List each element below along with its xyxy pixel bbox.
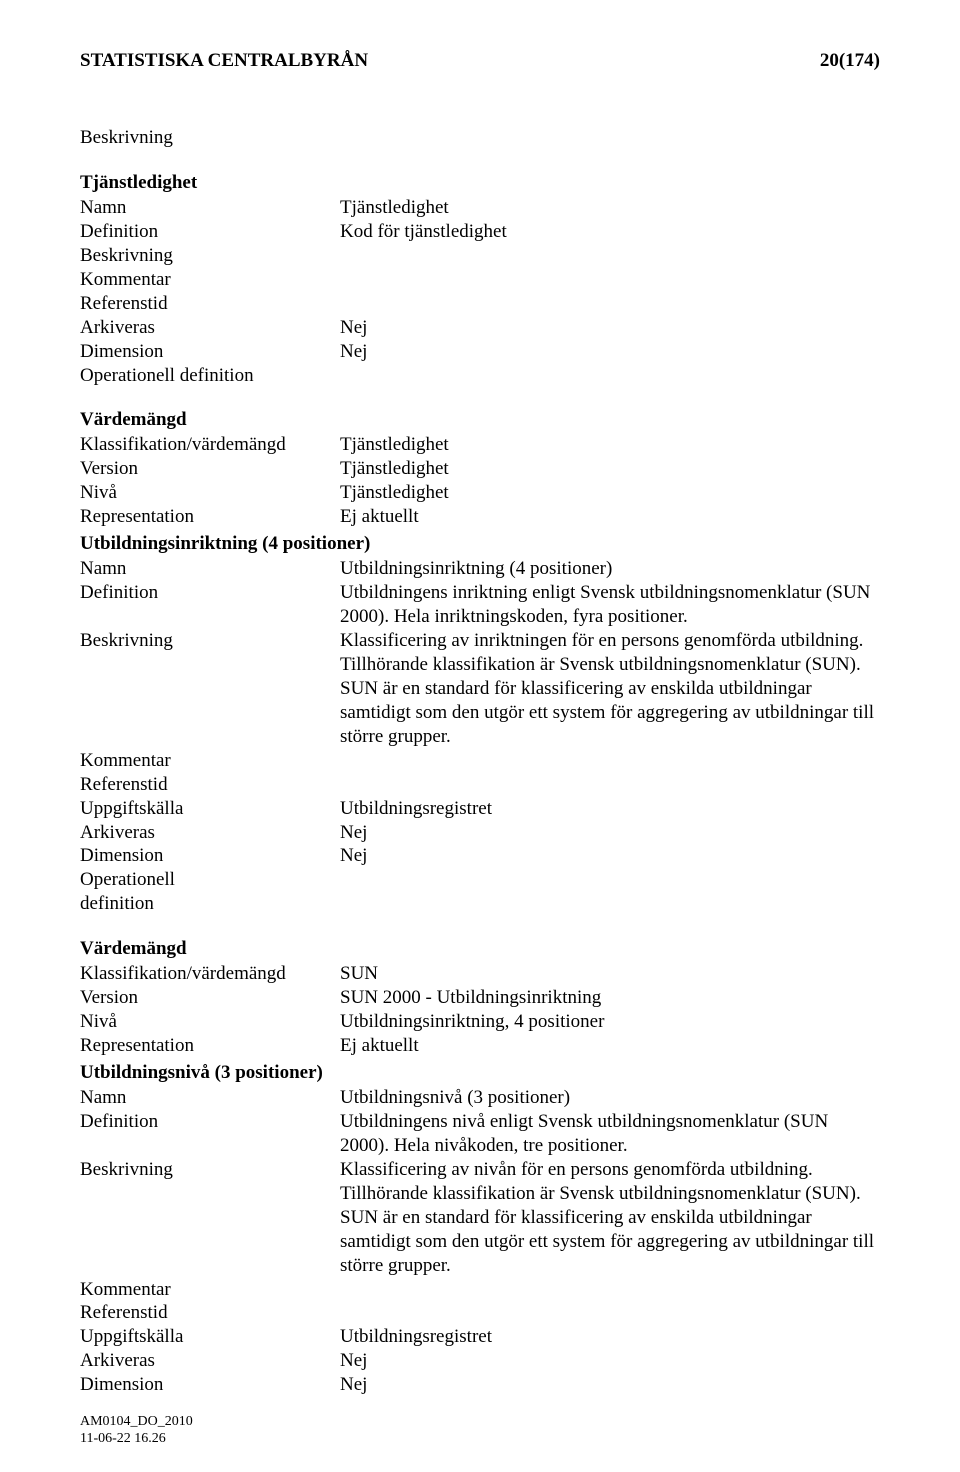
label: Kommentar [80, 749, 340, 773]
label: Representation [80, 505, 340, 529]
value: Nej [340, 821, 880, 845]
value [340, 364, 880, 388]
value: Utbildningsregistret [340, 797, 880, 821]
value: Klassificering av nivån för en persons g… [340, 1158, 880, 1278]
label: definition [80, 892, 340, 916]
label: Operationell definition [80, 364, 340, 388]
section-title: Utbildningsnivå (3 positioner) [80, 1062, 880, 1084]
label: Namn [80, 196, 340, 220]
value [340, 1301, 880, 1325]
label: Klassifikation/värdemängd [80, 433, 340, 457]
value: Klassificering av inriktningen för en pe… [340, 629, 880, 749]
page-number: 20(174) [820, 50, 880, 72]
label: Definition [80, 220, 340, 244]
label: Dimension [80, 1373, 340, 1397]
value: Tjänstledighet [340, 457, 880, 481]
value: Utbildningsnivå (3 positioner) [340, 1086, 880, 1110]
vardemangd-heading: Värdemängd [80, 409, 880, 431]
value: SUN [340, 962, 880, 986]
label-beskrivning: Beskrivning [80, 126, 340, 150]
label: Referenstid [80, 1301, 340, 1325]
value: Nej [340, 844, 880, 868]
value [340, 749, 880, 773]
page-footer: AM0104_DO_2010 11-06-22 16.26 [80, 1414, 193, 1448]
label: Referenstid [80, 292, 340, 316]
label: Nivå [80, 1010, 340, 1034]
org-name: STATISTISKA CENTRALBYRÅN [80, 50, 368, 72]
label: Beskrivning [80, 1158, 340, 1278]
label: Beskrivning [80, 244, 340, 268]
value: Utbildningsinriktning (4 positioner) [340, 557, 880, 581]
value: Tjänstledighet [340, 481, 880, 505]
value: Ej aktuellt [340, 505, 880, 529]
value: Utbildningens inriktning enligt Svensk u… [340, 581, 880, 629]
label: Definition [80, 581, 340, 629]
value: Nej [340, 316, 880, 340]
vardemangd-heading: Värdemängd [80, 938, 880, 960]
value: Nej [340, 340, 880, 364]
label: Arkiveras [80, 1349, 340, 1373]
section-utbildningsniva: Utbildningsnivå (3 positioner) NamnUtbil… [80, 1062, 880, 1397]
label: Namn [80, 557, 340, 581]
label: Arkiveras [80, 821, 340, 845]
label: Klassifikation/värdemängd [80, 962, 340, 986]
label: Uppgiftskälla [80, 797, 340, 821]
label: Namn [80, 1086, 340, 1110]
value: Tjänstledighet [340, 433, 880, 457]
value [340, 868, 880, 892]
value [340, 292, 880, 316]
label: Uppgiftskälla [80, 1325, 340, 1349]
value: Nej [340, 1349, 880, 1373]
value: Ej aktuellt [340, 1034, 880, 1058]
label: Version [80, 986, 340, 1010]
label: Operationell [80, 868, 340, 892]
page-header: STATISTISKA CENTRALBYRÅN 20(174) [80, 50, 880, 72]
label: Arkiveras [80, 316, 340, 340]
value [340, 244, 880, 268]
value: Tjänstledighet [340, 196, 880, 220]
label: Representation [80, 1034, 340, 1058]
value [340, 268, 880, 292]
value [340, 773, 880, 797]
label: Beskrivning [80, 629, 340, 749]
value: Nej [340, 1373, 880, 1397]
value: Utbildningsinriktning, 4 positioner [340, 1010, 880, 1034]
section-title: Tjänstledighet [80, 172, 880, 194]
label: Version [80, 457, 340, 481]
label: Definition [80, 1110, 340, 1158]
section-tjanstledighet: Beskrivning Tjänstledighet NamnTjänstled… [80, 126, 880, 529]
value: SUN 2000 - Utbildningsinriktning [340, 986, 880, 1010]
section-title: Utbildningsinriktning (4 positioner) [80, 533, 880, 555]
label: Referenstid [80, 773, 340, 797]
label: Kommentar [80, 1278, 340, 1302]
footer-doc-id: AM0104_DO_2010 [80, 1414, 193, 1431]
document-page: STATISTISKA CENTRALBYRÅN 20(174) Beskriv… [0, 0, 960, 1472]
label: Kommentar [80, 268, 340, 292]
footer-timestamp: 11-06-22 16.26 [80, 1431, 193, 1448]
value: Kod för tjänstledighet [340, 220, 880, 244]
label: Dimension [80, 340, 340, 364]
label: Dimension [80, 844, 340, 868]
label: Nivå [80, 481, 340, 505]
section-utbildningsinriktning: Utbildningsinriktning (4 positioner) Nam… [80, 533, 880, 1058]
value: Utbildningens nivå enligt Svensk utbildn… [340, 1110, 880, 1158]
value: Utbildningsregistret [340, 1325, 880, 1349]
value [340, 1278, 880, 1302]
value [340, 892, 880, 916]
